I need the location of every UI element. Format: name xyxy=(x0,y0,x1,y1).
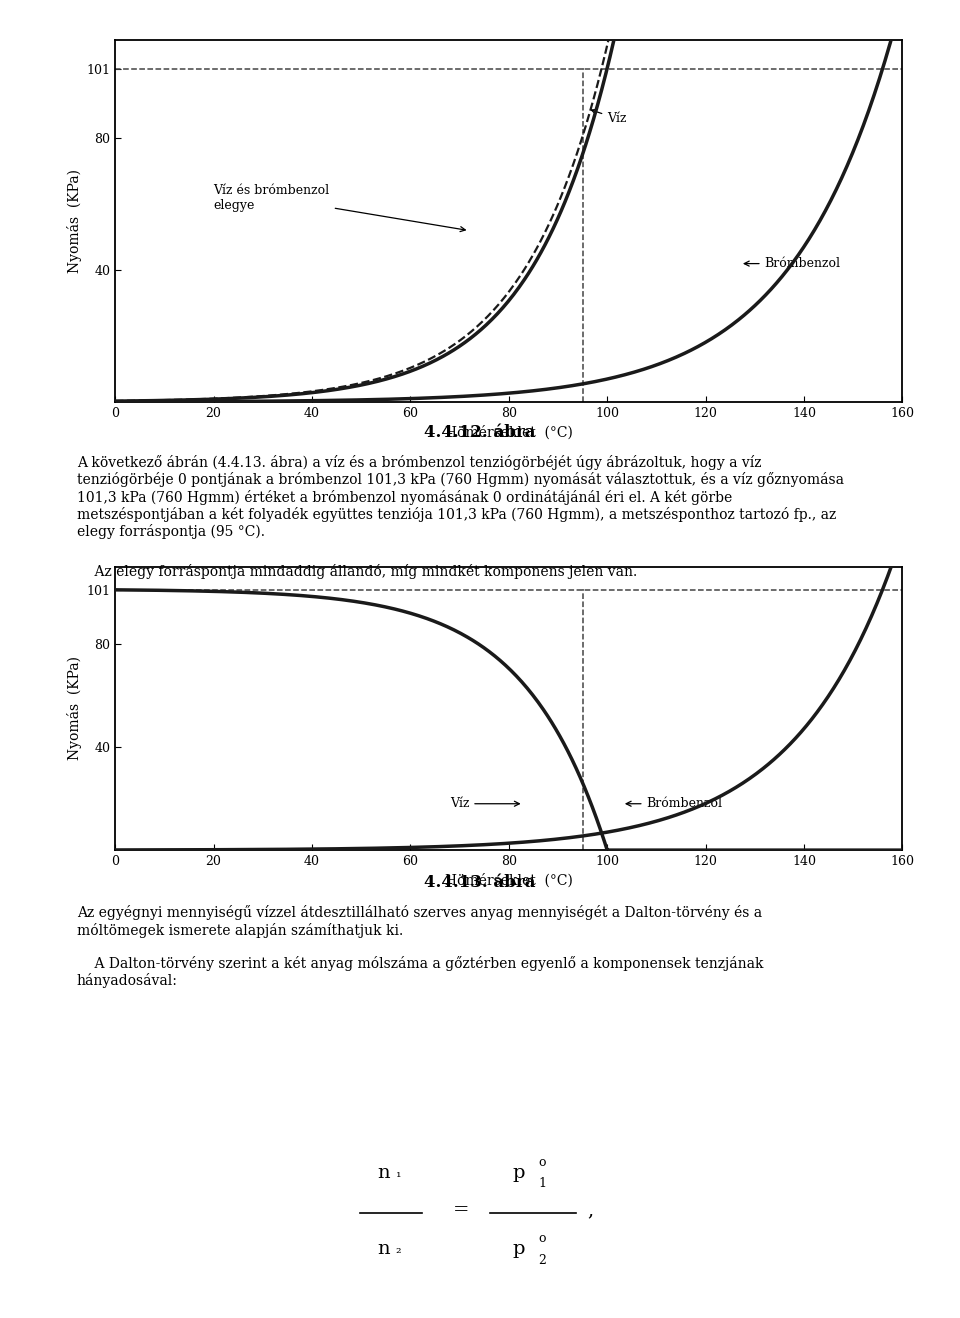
Text: ₁: ₁ xyxy=(396,1166,401,1180)
Text: Víz: Víz xyxy=(449,797,519,811)
Text: Az egyégnyi mennyiségű vízzel átdesztillálható szerves anyag mennyiségét a Dalto: Az egyégnyi mennyiségű vízzel átdesztill… xyxy=(77,905,762,938)
Y-axis label: Nyomás  (KPa): Nyomás (KPa) xyxy=(67,656,83,760)
Text: Brómbenzol: Brómbenzol xyxy=(626,797,723,811)
Text: =: = xyxy=(452,1201,469,1219)
Text: p: p xyxy=(512,1164,525,1182)
Text: 2: 2 xyxy=(539,1253,546,1267)
Text: ₂: ₂ xyxy=(396,1243,401,1256)
Text: o: o xyxy=(539,1156,546,1169)
Text: Víz és brómbenzol
elegye: Víz és brómbenzol elegye xyxy=(214,183,466,232)
Text: Víz: Víz xyxy=(591,109,627,125)
Text: p: p xyxy=(512,1240,525,1259)
Y-axis label: Nyomás  (KPa): Nyomás (KPa) xyxy=(67,169,83,273)
Text: n: n xyxy=(377,1240,391,1259)
Text: Az elegy forráspontja mindaddig állandó, míg mindkét komponens jelen van.: Az elegy forráspontja mindaddig állandó,… xyxy=(77,564,637,579)
Text: n: n xyxy=(377,1164,391,1182)
Text: o: o xyxy=(539,1232,546,1246)
X-axis label: Hömérseklet  (°C): Hömérseklet (°C) xyxy=(444,874,573,888)
Text: A Dalton-törvény szerint a két anyag mólszáma a gőztérben egyenlő a komponensek : A Dalton-törvény szerint a két anyag mól… xyxy=(77,956,763,988)
Text: Brómbenzol: Brómbenzol xyxy=(744,257,841,270)
Text: 4.4.13. ábra: 4.4.13. ábra xyxy=(424,874,536,891)
X-axis label: Hömérseklet  (°C): Hömérseklet (°C) xyxy=(444,426,573,440)
Text: 4.4.12. ábra: 4.4.12. ábra xyxy=(424,424,536,442)
Text: ,: , xyxy=(588,1201,593,1219)
Text: A következő ábrán (4.4.13. ábra) a víz és a brómbenzol tenziógörbéjét úgy ábrázo: A következő ábrán (4.4.13. ábra) a víz é… xyxy=(77,455,844,539)
Text: 1: 1 xyxy=(539,1177,546,1190)
